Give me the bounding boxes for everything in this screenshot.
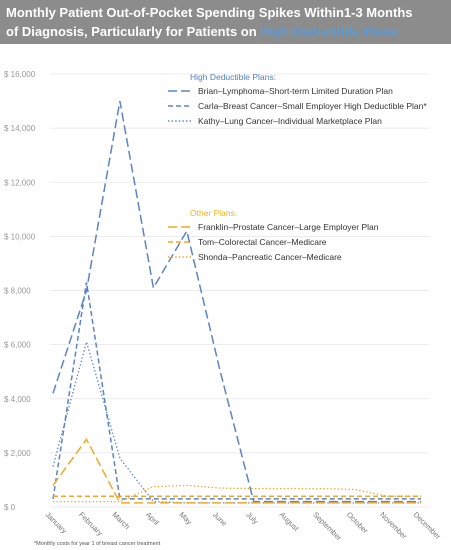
legend-label: Brian–Lymphoma–Short-term Limited Durati… <box>198 86 393 96</box>
legend-label: Carla–Breast Cancer–Small Employer High … <box>198 101 427 111</box>
chart-title-bar: Monthly Patient Out-of-Pocket Spending S… <box>0 0 451 44</box>
x-tick-label: August <box>278 510 302 534</box>
series-line <box>52 100 421 503</box>
legend-heading: High Deductible Plans: <box>190 72 276 82</box>
x-tick-label: November <box>378 510 409 541</box>
series-line <box>53 484 421 503</box>
x-tick-label: March <box>110 510 131 531</box>
y-tick-label: $ 10,000 <box>4 232 36 241</box>
chart-title-line1: Monthly Patient Out-of-Pocket Spending S… <box>6 5 413 20</box>
line-chart: $ 0 $ 2,000 $ 4,000 $ 6,000 $ 8,000 $ 10,000 $… <box>4 70 443 543</box>
x-tick-label: April <box>144 510 161 527</box>
x-tick-label: May <box>177 510 194 527</box>
legend-label: Franklin–Prostate Cancer–Large Employer … <box>198 222 379 232</box>
y-tick-label: $ 8,000 <box>4 287 31 296</box>
y-tick-label: $ 14,000 <box>4 124 36 133</box>
legend-heading: Other Plans: <box>190 208 237 218</box>
legend-label: Kathy–Lung Cancer–Individual Marketplace… <box>198 116 382 126</box>
y-tick-label: $ 2,000 <box>4 449 31 458</box>
footnote: *Monthly costs for year 1 of breast canc… <box>34 541 161 547</box>
x-tick-label: July <box>244 510 260 526</box>
legend-label: Shonda–Pancreatic Cancer–Medicare <box>198 252 342 262</box>
y-tick-label: $ 4,000 <box>4 395 31 404</box>
chart-title-line2-prefix: of Diagnosis, Particularly for Patients … <box>6 24 261 39</box>
x-tick-label: February <box>77 510 105 538</box>
series-line <box>52 282 421 500</box>
x-tick-label: June <box>211 510 229 528</box>
series-line <box>52 437 421 504</box>
x-tick-label: September <box>311 510 344 543</box>
chart-title: Monthly Patient Out-of-Pocket Spending S… <box>6 3 445 41</box>
x-tick-label: October <box>345 510 371 536</box>
y-tick-label: $ 16,000 <box>4 70 36 79</box>
y-tick-label: $ 12,000 <box>4 178 36 187</box>
legend-label: Tom–Colorectal Cancer–Medicare <box>198 237 327 247</box>
y-tick-label: $ 6,000 <box>4 341 31 350</box>
chart-title-highlight: High Deductible Plans <box>260 24 398 39</box>
x-tick-label: January <box>44 510 69 535</box>
y-tick-label: $ 0 <box>4 503 16 512</box>
x-tick-label: December <box>412 510 443 541</box>
